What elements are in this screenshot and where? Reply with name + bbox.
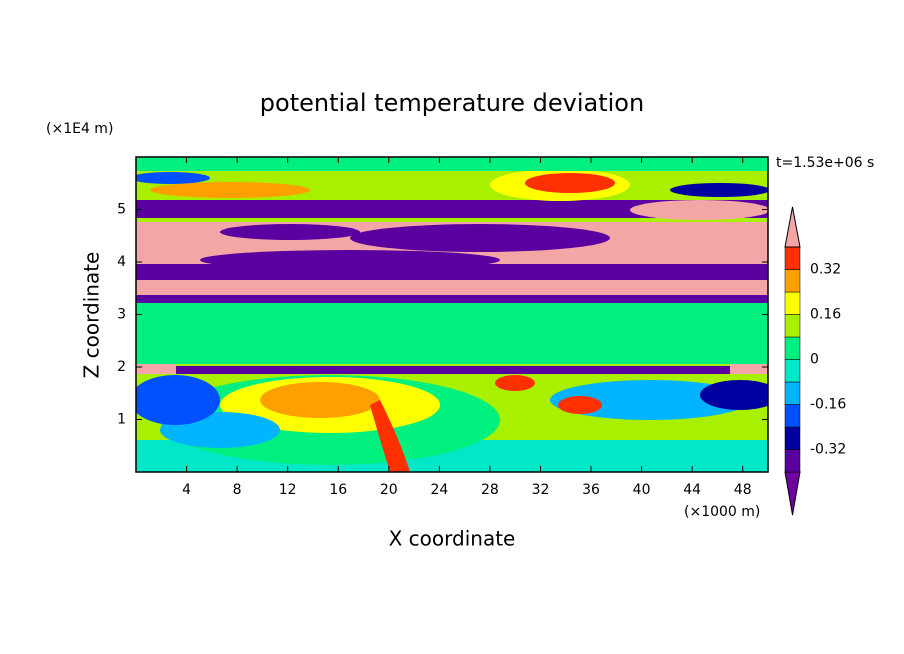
x-tick-label: 32 (532, 482, 550, 498)
y-axis-label: Z coordinate (80, 252, 104, 379)
colorbar-box (784, 359, 801, 383)
colorbar-box (784, 246, 801, 270)
x-tick-label: 20 (380, 482, 398, 498)
chart-title: potential temperature deviation (260, 89, 644, 117)
y-unit: (×1E4 m) (46, 121, 113, 137)
colorbar-box (784, 381, 801, 405)
x-tick-label: 12 (279, 482, 297, 498)
colorbar-box (784, 336, 801, 360)
x-tick-label: 24 (430, 482, 448, 498)
x-tick-label: 40 (633, 482, 651, 498)
colorbar-box (784, 404, 801, 428)
y-tick-label: 4 (117, 254, 126, 270)
x-tick-label: 28 (481, 482, 499, 498)
contour-field (136, 157, 768, 472)
x-tick-label: 48 (734, 482, 752, 498)
colorbar-tick-label: 0.16 (810, 307, 841, 323)
colorbar-tick-label: -0.16 (810, 397, 846, 413)
x-tick-label: 8 (233, 482, 242, 498)
annotation: t=1.53e+06 s (776, 155, 874, 171)
colorbar-tick-label: 0 (810, 352, 819, 368)
colorbar-box (784, 269, 801, 293)
colorbar-tick-label: 0.32 (810, 262, 841, 278)
y-tick-label: 1 (117, 412, 126, 428)
colorbar-box (784, 449, 801, 473)
y-tick-label: 5 (117, 202, 126, 218)
x-tick-label: 16 (329, 482, 347, 498)
x-unit: (×1000 m) (684, 504, 760, 520)
colorbar-tick-label: -0.32 (810, 442, 846, 458)
x-tick-label: 4 (182, 482, 191, 498)
colorbar-box (784, 426, 801, 450)
x-axis-label: X coordinate (389, 527, 516, 551)
colorbar-box (784, 314, 801, 338)
colorbar-over (784, 206, 801, 248)
colorbar-box (784, 291, 801, 315)
x-tick-label: 44 (683, 482, 701, 498)
y-tick-label: 2 (117, 359, 126, 375)
colorbar-under (784, 471, 801, 516)
x-tick-label: 36 (582, 482, 600, 498)
y-tick-label: 3 (117, 307, 126, 323)
